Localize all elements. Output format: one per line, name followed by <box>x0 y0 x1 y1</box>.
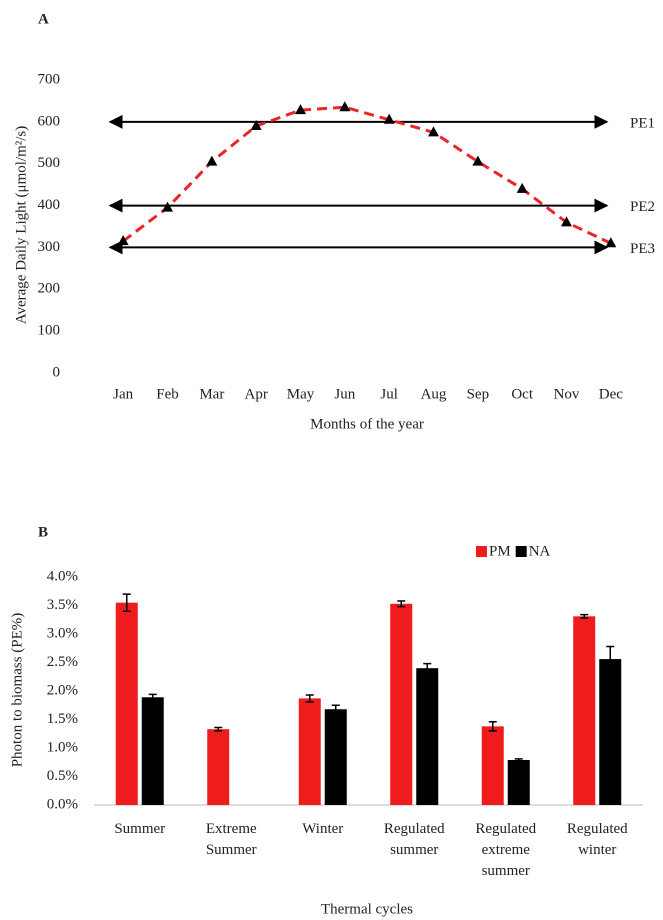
marker <box>516 182 528 193</box>
error-bar <box>514 758 523 762</box>
bar <box>298 698 321 805</box>
marker <box>206 155 218 166</box>
bar <box>573 616 596 805</box>
x-tick-label: Feb <box>156 386 179 402</box>
y-tick-label: 2.5% <box>47 654 78 670</box>
trend-line <box>122 105 612 245</box>
error-bar <box>305 694 314 703</box>
error-bar <box>397 600 406 608</box>
marker <box>561 216 572 227</box>
x-axis-label: Months of the year <box>310 416 424 432</box>
x-tick-label: Jan <box>113 386 133 402</box>
y-tick-label: 500 <box>38 155 61 171</box>
reference-label: PE3 <box>630 241 655 257</box>
x-tick-label: Regulated extreme summer <box>475 821 536 879</box>
x-axis-label: Thermal cycles <box>321 901 413 917</box>
bar <box>481 726 504 805</box>
x-tick-label: May <box>287 386 315 402</box>
y-tick-label: 1.5% <box>47 711 78 727</box>
y-tick-label: 3.5% <box>47 597 78 613</box>
marker <box>605 237 617 248</box>
y-tick-label: 700 <box>38 71 61 87</box>
y-tick-label: 100 <box>38 323 61 339</box>
panel-label: A <box>38 11 49 27</box>
marker <box>428 126 439 137</box>
y-axis-label: Average Daily Light (μmol/m²/s) <box>13 126 29 324</box>
legend-swatch <box>476 546 487 557</box>
bar <box>207 729 230 805</box>
y-tick-label: 600 <box>38 113 61 129</box>
marker <box>117 235 129 246</box>
panel-label: B <box>38 524 48 540</box>
bar <box>390 603 413 805</box>
x-tick-label: Jun <box>334 386 355 402</box>
y-axis-label: Photon to biomass (PE%) <box>9 613 25 768</box>
error-bar <box>423 662 432 674</box>
y-tick-label: 400 <box>38 197 61 213</box>
y-tick-label: 200 <box>38 281 61 297</box>
y-tick-label: 0 <box>53 364 61 380</box>
marker <box>472 155 484 166</box>
bar <box>115 602 138 805</box>
legend-label: PM <box>489 543 511 559</box>
x-tick-label: Mar <box>199 386 224 402</box>
x-tick-label: Oct <box>511 386 533 402</box>
error-bar <box>214 726 223 732</box>
y-tick-label: 300 <box>38 239 61 255</box>
marker <box>339 101 351 112</box>
error-bar <box>331 704 340 714</box>
bar <box>324 709 347 805</box>
legend-label: NA <box>529 543 551 559</box>
x-tick-label: Sep <box>467 386 490 402</box>
y-tick-label: 2.0% <box>47 682 78 698</box>
legend-swatch <box>515 546 527 557</box>
reference-label: PE1 <box>630 115 655 131</box>
bar <box>507 759 530 805</box>
marker <box>295 104 306 115</box>
reference-label: PE2 <box>630 199 655 215</box>
y-tick-label: 0.5% <box>47 768 78 784</box>
bar <box>141 697 164 805</box>
y-tick-label: 4.0% <box>47 568 78 584</box>
x-tick-label: Jul <box>380 386 398 402</box>
x-tick-label: Apr <box>245 386 268 402</box>
x-tick-label: Aug <box>421 386 447 402</box>
error-bar <box>488 721 497 732</box>
x-tick-label: Regulated summer <box>384 821 445 858</box>
error-bar <box>580 613 589 619</box>
marker <box>250 120 262 131</box>
marker <box>383 113 395 124</box>
marker <box>162 201 173 212</box>
x-tick-label: Dec <box>599 386 623 402</box>
bar <box>599 659 622 805</box>
bar <box>416 668 439 805</box>
x-tick-label: Summer <box>114 821 165 837</box>
error-bar <box>122 593 131 612</box>
y-tick-label: 3.0% <box>47 625 78 641</box>
y-tick-label: 0.0% <box>47 796 78 812</box>
x-tick-label: Winter <box>302 821 343 837</box>
error-bar <box>606 645 615 673</box>
y-tick-label: 1.0% <box>47 739 78 755</box>
x-tick-label: Regulated winter <box>567 821 628 858</box>
x-tick-label: Nov <box>554 386 580 402</box>
x-tick-label: Extreme Summer <box>206 821 257 858</box>
error-bar <box>148 693 157 701</box>
